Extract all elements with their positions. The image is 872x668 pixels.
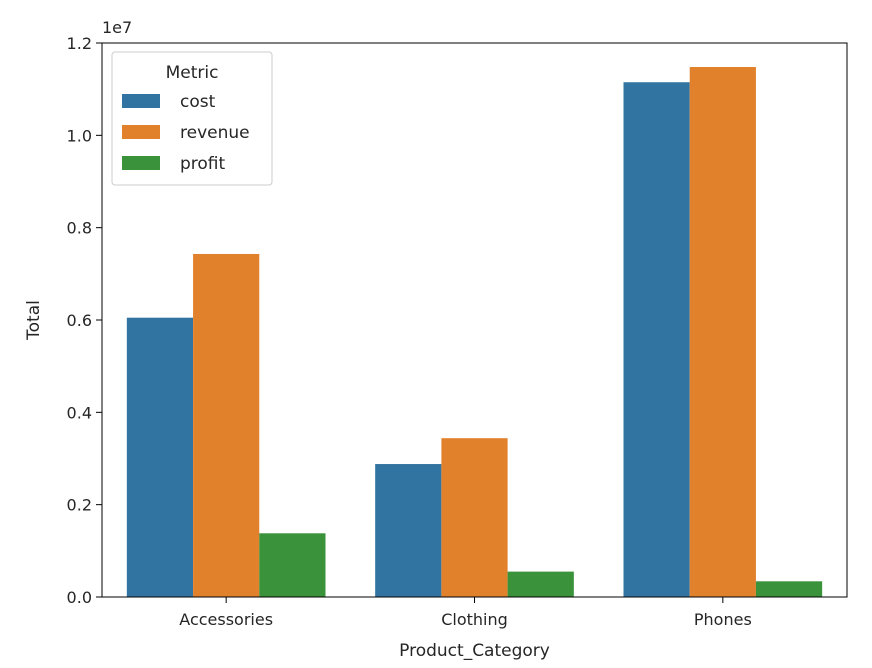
y-tick-label: 0.6 <box>67 311 92 330</box>
y-tick-label: 0.4 <box>67 403 92 422</box>
bars-group <box>126 67 823 598</box>
legend-label-revenue: revenue <box>180 123 250 143</box>
legend-label-profit: profit <box>180 154 226 174</box>
y-tick-label: 0.0 <box>67 588 92 607</box>
legend-items: cost revenue profit <box>122 92 250 174</box>
bar-cost-clothing <box>375 464 442 597</box>
legend-label-cost: cost <box>180 92 216 112</box>
legend-box <box>111 51 273 186</box>
x-tick-label: Clothing <box>441 610 508 629</box>
bar-profit-clothing <box>507 571 574 597</box>
bar-profit-accessories <box>259 533 326 597</box>
bar-revenue-accessories <box>193 253 260 598</box>
y-tick-label: 0.8 <box>67 219 92 238</box>
x-axis: Accessories Clothing Phones <box>179 597 752 629</box>
legend: Metric cost revenue profit <box>111 51 273 186</box>
y-axis-label: Total <box>24 300 44 341</box>
bar-profit-phones <box>755 581 823 597</box>
x-tick-label: Phones <box>694 610 752 629</box>
y-tick-label: 1.0 <box>67 126 92 145</box>
x-axis-label: Product_Category <box>399 641 550 661</box>
legend-swatch-profit <box>122 156 160 170</box>
plot-frame <box>101 42 848 598</box>
y-tick-label: 0.2 <box>67 496 92 515</box>
bar-cost-phones <box>623 82 690 598</box>
y-offset-label: 1e7 <box>102 18 132 37</box>
legend-swatch-revenue <box>122 125 160 139</box>
y-tick-label: 1.2 <box>67 34 92 53</box>
y-axis: 0.0 0.2 0.4 0.6 0.8 1.0 1.2 <box>67 34 102 607</box>
bar-revenue-clothing <box>441 438 508 597</box>
legend-title: Metric <box>166 63 219 83</box>
bar-cost-accessories <box>126 317 194 597</box>
x-tick-label: Accessories <box>179 610 273 629</box>
bar-revenue-phones <box>689 67 756 597</box>
legend-swatch-cost <box>122 94 160 108</box>
